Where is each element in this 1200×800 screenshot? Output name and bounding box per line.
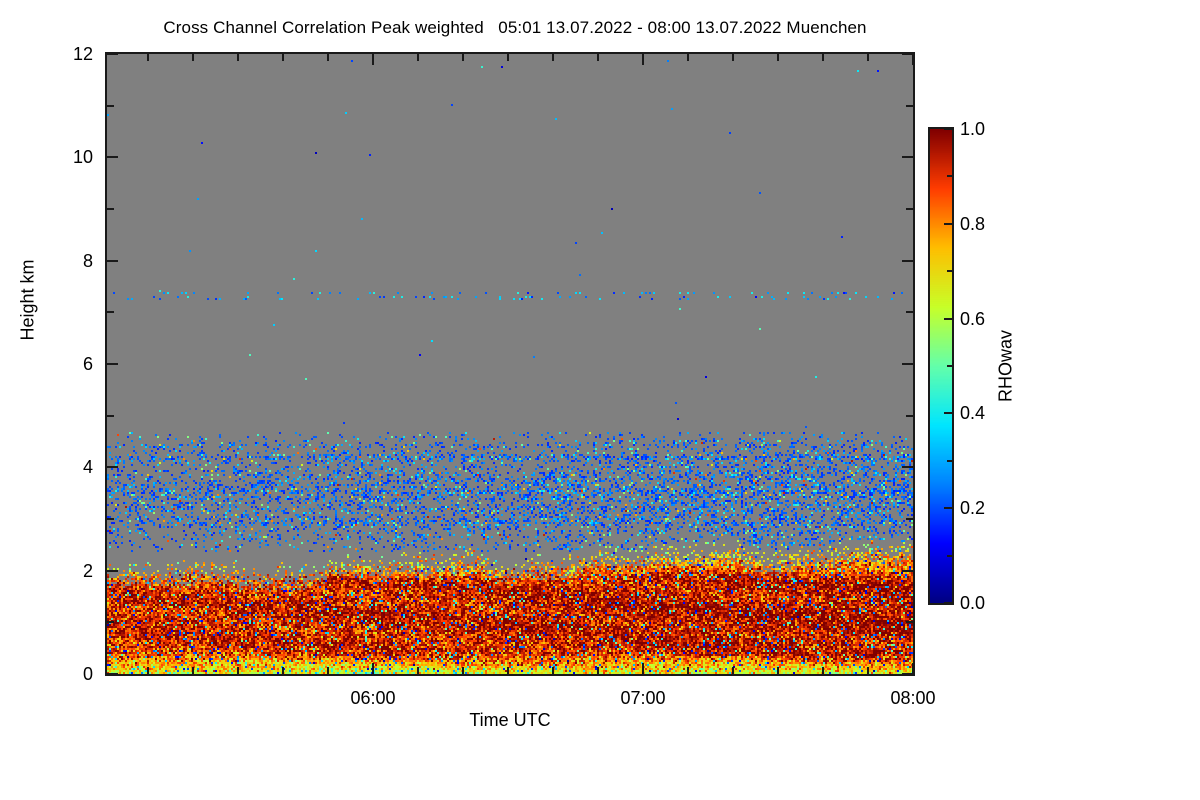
- x-tick-minor: [687, 667, 689, 674]
- x-tick-minor: [147, 667, 149, 674]
- x-tick-minor: [462, 667, 464, 674]
- y-tick-minor-right: [906, 208, 913, 210]
- y-tick-major-right: [902, 673, 913, 675]
- y-tick-label: 12: [72, 44, 93, 64]
- x-tick-minor: [777, 667, 779, 674]
- x-tick-minor-top: [237, 54, 239, 61]
- x-tick-minor: [417, 667, 419, 674]
- x-tick-minor-top: [417, 54, 419, 61]
- colorbar-tick-label: 0.2: [960, 498, 986, 518]
- colorbar-tick-label: 0.0: [960, 593, 986, 613]
- colorbar-tick-major: [944, 223, 952, 225]
- y-tick-label: 8: [82, 251, 93, 271]
- y-tick-major: [107, 673, 118, 675]
- x-tick-minor-top: [777, 54, 779, 61]
- x-tick-major-top: [912, 54, 914, 65]
- colorbar-gradient: [930, 129, 952, 603]
- y-tick-minor: [107, 311, 114, 313]
- y-tick-minor: [107, 105, 114, 107]
- x-tick-minor: [597, 667, 599, 674]
- x-tick-label: 08:00: [890, 688, 936, 708]
- y-tick-major: [107, 570, 118, 572]
- y-tick-label: 0: [82, 664, 93, 684]
- x-tick-minor-top: [282, 54, 284, 61]
- x-tick-minor-top: [507, 54, 509, 61]
- colorbar-tick-label: 0.8: [960, 214, 986, 234]
- y-axis-title: Height km: [17, 259, 38, 341]
- y-tick-major-right: [902, 156, 913, 158]
- y-tick-major: [107, 466, 118, 468]
- x-tick-minor-top: [327, 54, 329, 61]
- colorbar-tick-major: [944, 128, 952, 130]
- y-tick-major: [107, 260, 118, 262]
- x-tick-major: [642, 663, 644, 674]
- heatmap-canvas: [107, 54, 913, 674]
- x-tick-major: [912, 663, 914, 674]
- x-tick-minor: [507, 667, 509, 674]
- x-tick-minor: [867, 667, 869, 674]
- page-title: Cross Channel Correlation Peak weighted …: [163, 18, 867, 37]
- x-tick-minor-top: [597, 54, 599, 61]
- y-tick-minor: [107, 415, 114, 417]
- x-tick-minor-top: [552, 54, 554, 61]
- x-tick-label: 06:00: [350, 688, 396, 708]
- colorbar: [928, 127, 954, 605]
- colorbar-tick-minor: [947, 555, 952, 557]
- x-tick-major-top: [372, 54, 374, 65]
- plot-area: [105, 52, 915, 676]
- colorbar-tick-label: 1.0: [960, 119, 986, 139]
- y-tick-label: 4: [82, 457, 93, 477]
- x-tick-minor-top: [822, 54, 824, 61]
- y-tick-major: [107, 156, 118, 158]
- colorbar-tick-major: [944, 602, 952, 604]
- x-tick-minor: [552, 667, 554, 674]
- colorbar-tick-minor: [947, 175, 952, 177]
- x-tick-major-top: [642, 54, 644, 65]
- y-tick-minor: [107, 621, 114, 623]
- x-axis-title: Time UTC: [469, 710, 551, 730]
- y-tick-minor-right: [906, 518, 913, 520]
- x-tick-minor: [327, 667, 329, 674]
- x-tick-minor-top: [732, 54, 734, 61]
- x-tick-label: 07:00: [620, 688, 666, 708]
- x-tick-minor: [822, 667, 824, 674]
- y-tick-major: [107, 363, 118, 365]
- colorbar-tick-label: 0.4: [960, 403, 986, 423]
- colorbar-tick-minor: [947, 365, 952, 367]
- y-tick-label: 6: [82, 354, 93, 374]
- x-tick-minor-top: [462, 54, 464, 61]
- y-tick-major-right: [902, 260, 913, 262]
- colorbar-tick-minor: [947, 270, 952, 272]
- x-tick-minor-top: [687, 54, 689, 61]
- x-tick-major: [372, 663, 374, 674]
- x-tick-minor: [237, 667, 239, 674]
- y-tick-major-right: [902, 466, 913, 468]
- x-tick-minor-top: [147, 54, 149, 61]
- colorbar-title: RHOwav: [995, 329, 1016, 403]
- colorbar-tick-major: [944, 318, 952, 320]
- colorbar-tick-label: 0.6: [960, 309, 986, 329]
- y-tick-major-right: [902, 363, 913, 365]
- y-tick-minor-right: [906, 415, 913, 417]
- y-tick-minor: [107, 518, 114, 520]
- y-tick-major-right: [902, 53, 913, 55]
- y-tick-label: 10: [72, 147, 93, 167]
- colorbar-tick-major: [944, 507, 952, 509]
- y-tick-label: 2: [82, 561, 93, 581]
- x-tick-minor-top: [867, 54, 869, 61]
- x-tick-minor: [282, 667, 284, 674]
- y-tick-minor-right: [906, 105, 913, 107]
- colorbar-tick-minor: [947, 460, 952, 462]
- x-tick-minor: [192, 667, 194, 674]
- y-tick-minor: [107, 208, 114, 210]
- y-tick-minor-right: [906, 311, 913, 313]
- x-tick-minor-top: [192, 54, 194, 61]
- colorbar-tick-major: [944, 412, 952, 414]
- y-tick-major-right: [902, 570, 913, 572]
- x-tick-minor: [732, 667, 734, 674]
- y-tick-minor-right: [906, 621, 913, 623]
- y-tick-major: [107, 53, 118, 55]
